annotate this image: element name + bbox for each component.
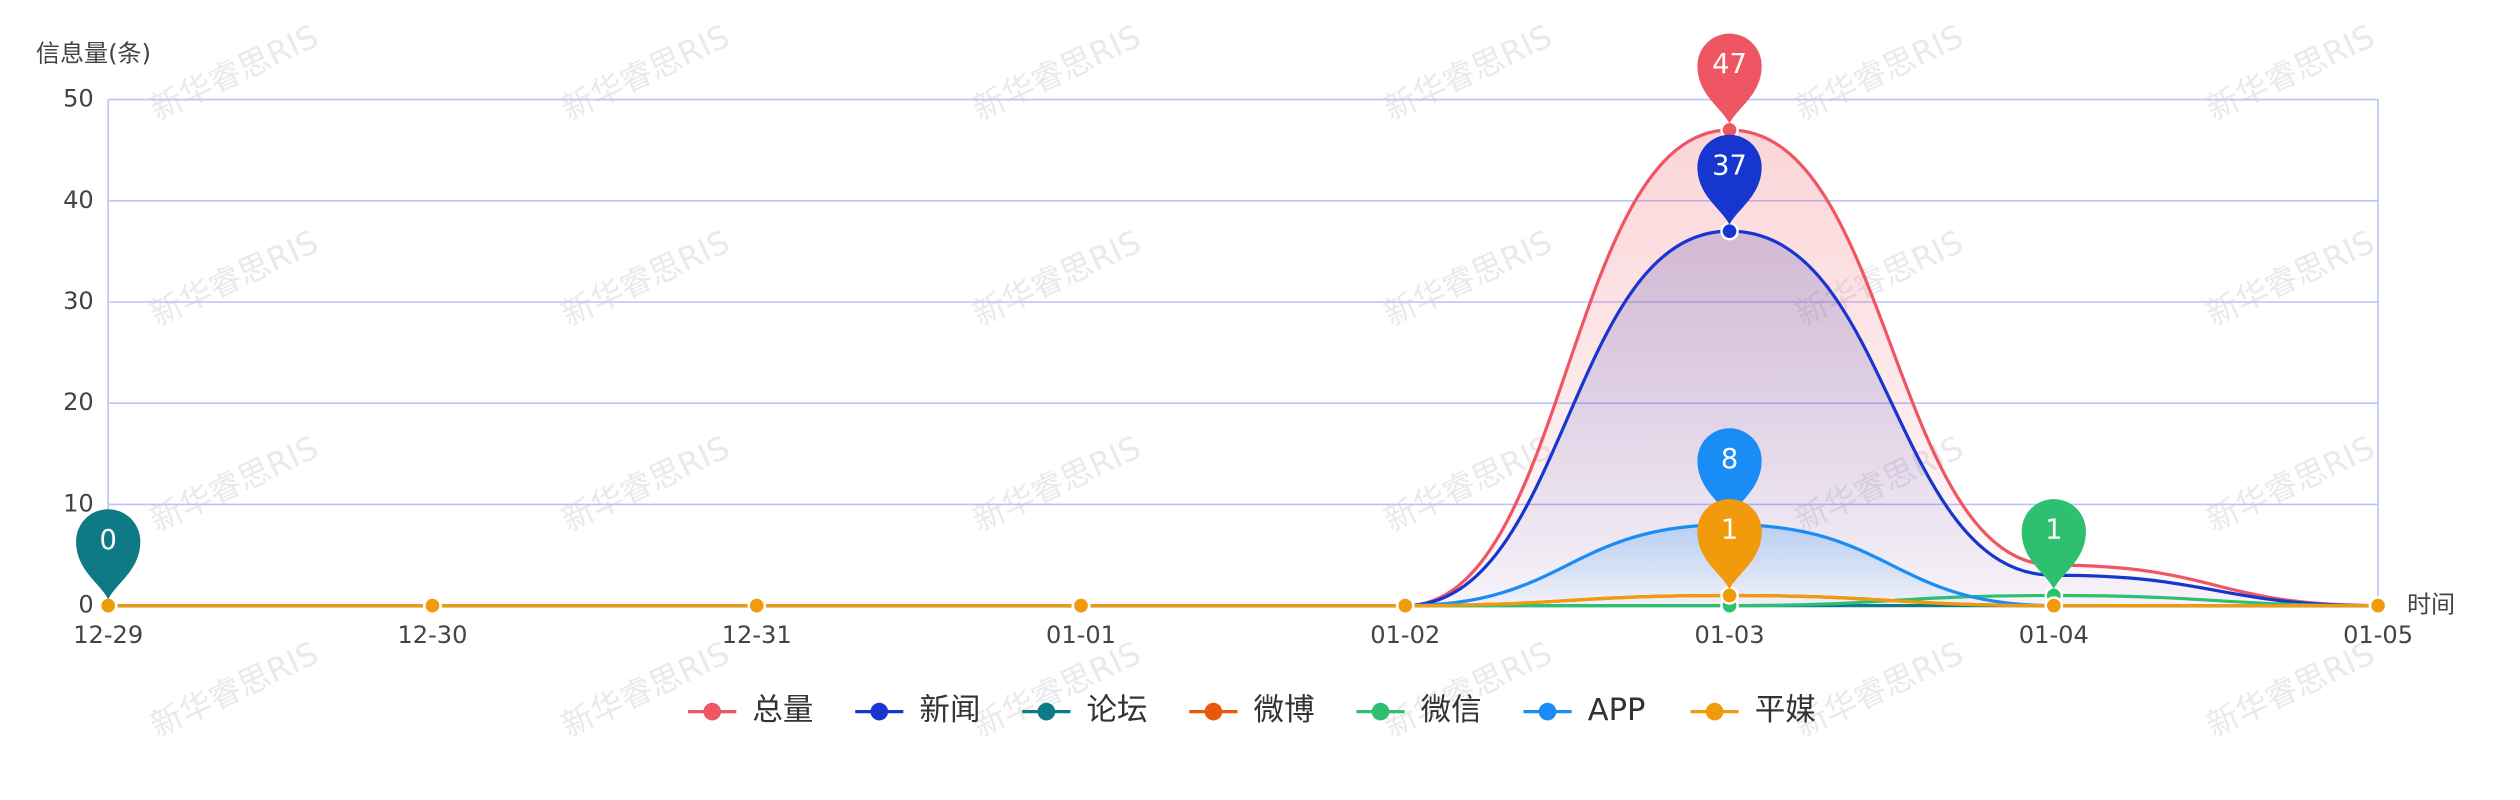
pin-label: 37	[1712, 150, 1747, 181]
legend-label: 平媒	[1755, 693, 1816, 728]
legend-item[interactable]: APP	[1523, 693, 1645, 728]
legend-icon	[870, 702, 889, 721]
legend-icon	[1371, 702, 1390, 721]
x-tick-label: 01-02	[1370, 621, 1440, 649]
pin-label: 1	[1721, 515, 1738, 546]
pin-label: 8	[1721, 444, 1738, 475]
y-tick-label: 40	[63, 186, 94, 214]
watermark: 新华睿思RIS	[967, 17, 1147, 128]
watermark: 新华睿思RIS	[556, 223, 736, 334]
watermark: 新华睿思RIS	[2201, 634, 2381, 745]
legend-icon	[703, 702, 722, 721]
max-pin: 8	[1697, 428, 1762, 519]
data-point	[1071, 596, 1091, 615]
pin-shape	[1697, 499, 1762, 590]
watermark: 新华睿思RIS	[556, 634, 736, 745]
series-area	[108, 231, 2379, 606]
watermark: 新华睿思RIS	[2201, 428, 2381, 539]
pin-label: 0	[100, 525, 117, 556]
legend-icon	[1204, 702, 1223, 721]
pin-shape	[2021, 499, 2086, 590]
y-tick-label: 10	[63, 489, 94, 517]
pin-label: 47	[1712, 49, 1747, 80]
x-tick-label: 12-30	[397, 621, 467, 649]
x-tick-label: 01-04	[2019, 621, 2089, 649]
max-pin: 47	[1697, 33, 1762, 124]
legend-icon	[1037, 702, 1056, 721]
legend-label: 总量	[752, 693, 813, 728]
y-tick-label: 0	[78, 591, 93, 619]
legend: 总量 新闻 论坛 微博 微信 APP 平媒	[688, 693, 1816, 728]
pin-shape	[1697, 134, 1762, 225]
legend-icon	[1538, 702, 1557, 721]
series-area	[108, 524, 2379, 606]
legend-item[interactable]: 新闻	[855, 693, 980, 728]
x-axis-label: 时间	[2407, 591, 2455, 619]
watermark: 新华睿思RIS	[556, 17, 736, 128]
max-pin: 37	[1697, 134, 1762, 225]
watermark: 新华睿思RIS	[144, 17, 324, 128]
x-tick-label: 12-29	[73, 621, 143, 649]
watermark: 新华睿思RIS	[144, 428, 324, 539]
x-tick-label: 01-03	[1695, 621, 1765, 649]
watermark: 新华睿思RIS	[144, 223, 324, 334]
data-point	[747, 596, 766, 615]
watermark: 新华睿思RIS	[1378, 17, 1558, 128]
data-point	[2044, 596, 2064, 615]
series-line	[108, 593, 2379, 608]
max-pin: 0	[76, 509, 141, 600]
pin-label: 1	[2045, 515, 2062, 546]
x-tick-label: 01-01	[1046, 621, 1116, 649]
x-tick-label: 12-31	[722, 621, 792, 649]
watermarks: 新华睿思RIS 新华睿思RIS 新华睿思RIS 新华睿思RIS 新华睿思RIS 新华睿思R…	[144, 17, 2381, 745]
legend-item[interactable]: 微博	[1189, 693, 1315, 728]
legend-label: 微信	[1421, 693, 1482, 728]
max-pin: 1	[1697, 499, 1762, 590]
data-point	[1720, 221, 1739, 241]
legend-label: 论坛	[1087, 693, 1148, 728]
legend-item[interactable]: 总量	[688, 693, 813, 728]
watermark: 新华睿思RIS	[967, 428, 1147, 539]
max-pin: 1	[2021, 499, 2086, 590]
legend-label: 微博	[1254, 693, 1315, 728]
y-tick-label: 50	[63, 85, 94, 113]
y-tick-label: 20	[63, 388, 94, 416]
legend-item[interactable]: 论坛	[1022, 693, 1148, 728]
pin-shape	[1697, 428, 1762, 519]
legend-icon	[1705, 702, 1724, 721]
watermark: 新华睿思RIS	[967, 223, 1147, 334]
y-tick-label: 30	[63, 287, 94, 315]
legend-item[interactable]: 平媒	[1690, 693, 1816, 728]
watermark: 新华睿思RIS	[144, 634, 324, 745]
legend-label: APP	[1588, 693, 1646, 728]
watermark: 新华睿思RIS	[556, 428, 736, 539]
pin-shape	[76, 509, 141, 600]
data-point	[1720, 586, 1739, 605]
legend-label: 新闻	[919, 693, 980, 728]
y-axis-label: 信息量(条)	[36, 40, 151, 68]
data-point	[98, 596, 118, 615]
x-tick-label: 01-05	[2343, 621, 2413, 649]
data-point	[2368, 596, 2388, 615]
legend-item[interactable]: 微信	[1356, 693, 1482, 728]
watermark: 新华睿思RIS	[1789, 634, 1969, 745]
watermark: 新华睿思RIS	[1789, 17, 1969, 128]
watermark: 新华睿思RIS	[2201, 223, 2381, 334]
watermark: 新华睿思RIS	[1378, 223, 1558, 334]
data-point	[423, 596, 442, 615]
pin-shape	[1697, 33, 1762, 124]
watermark: 新华睿思RIS	[2201, 17, 2381, 128]
data-point	[1396, 596, 1415, 615]
